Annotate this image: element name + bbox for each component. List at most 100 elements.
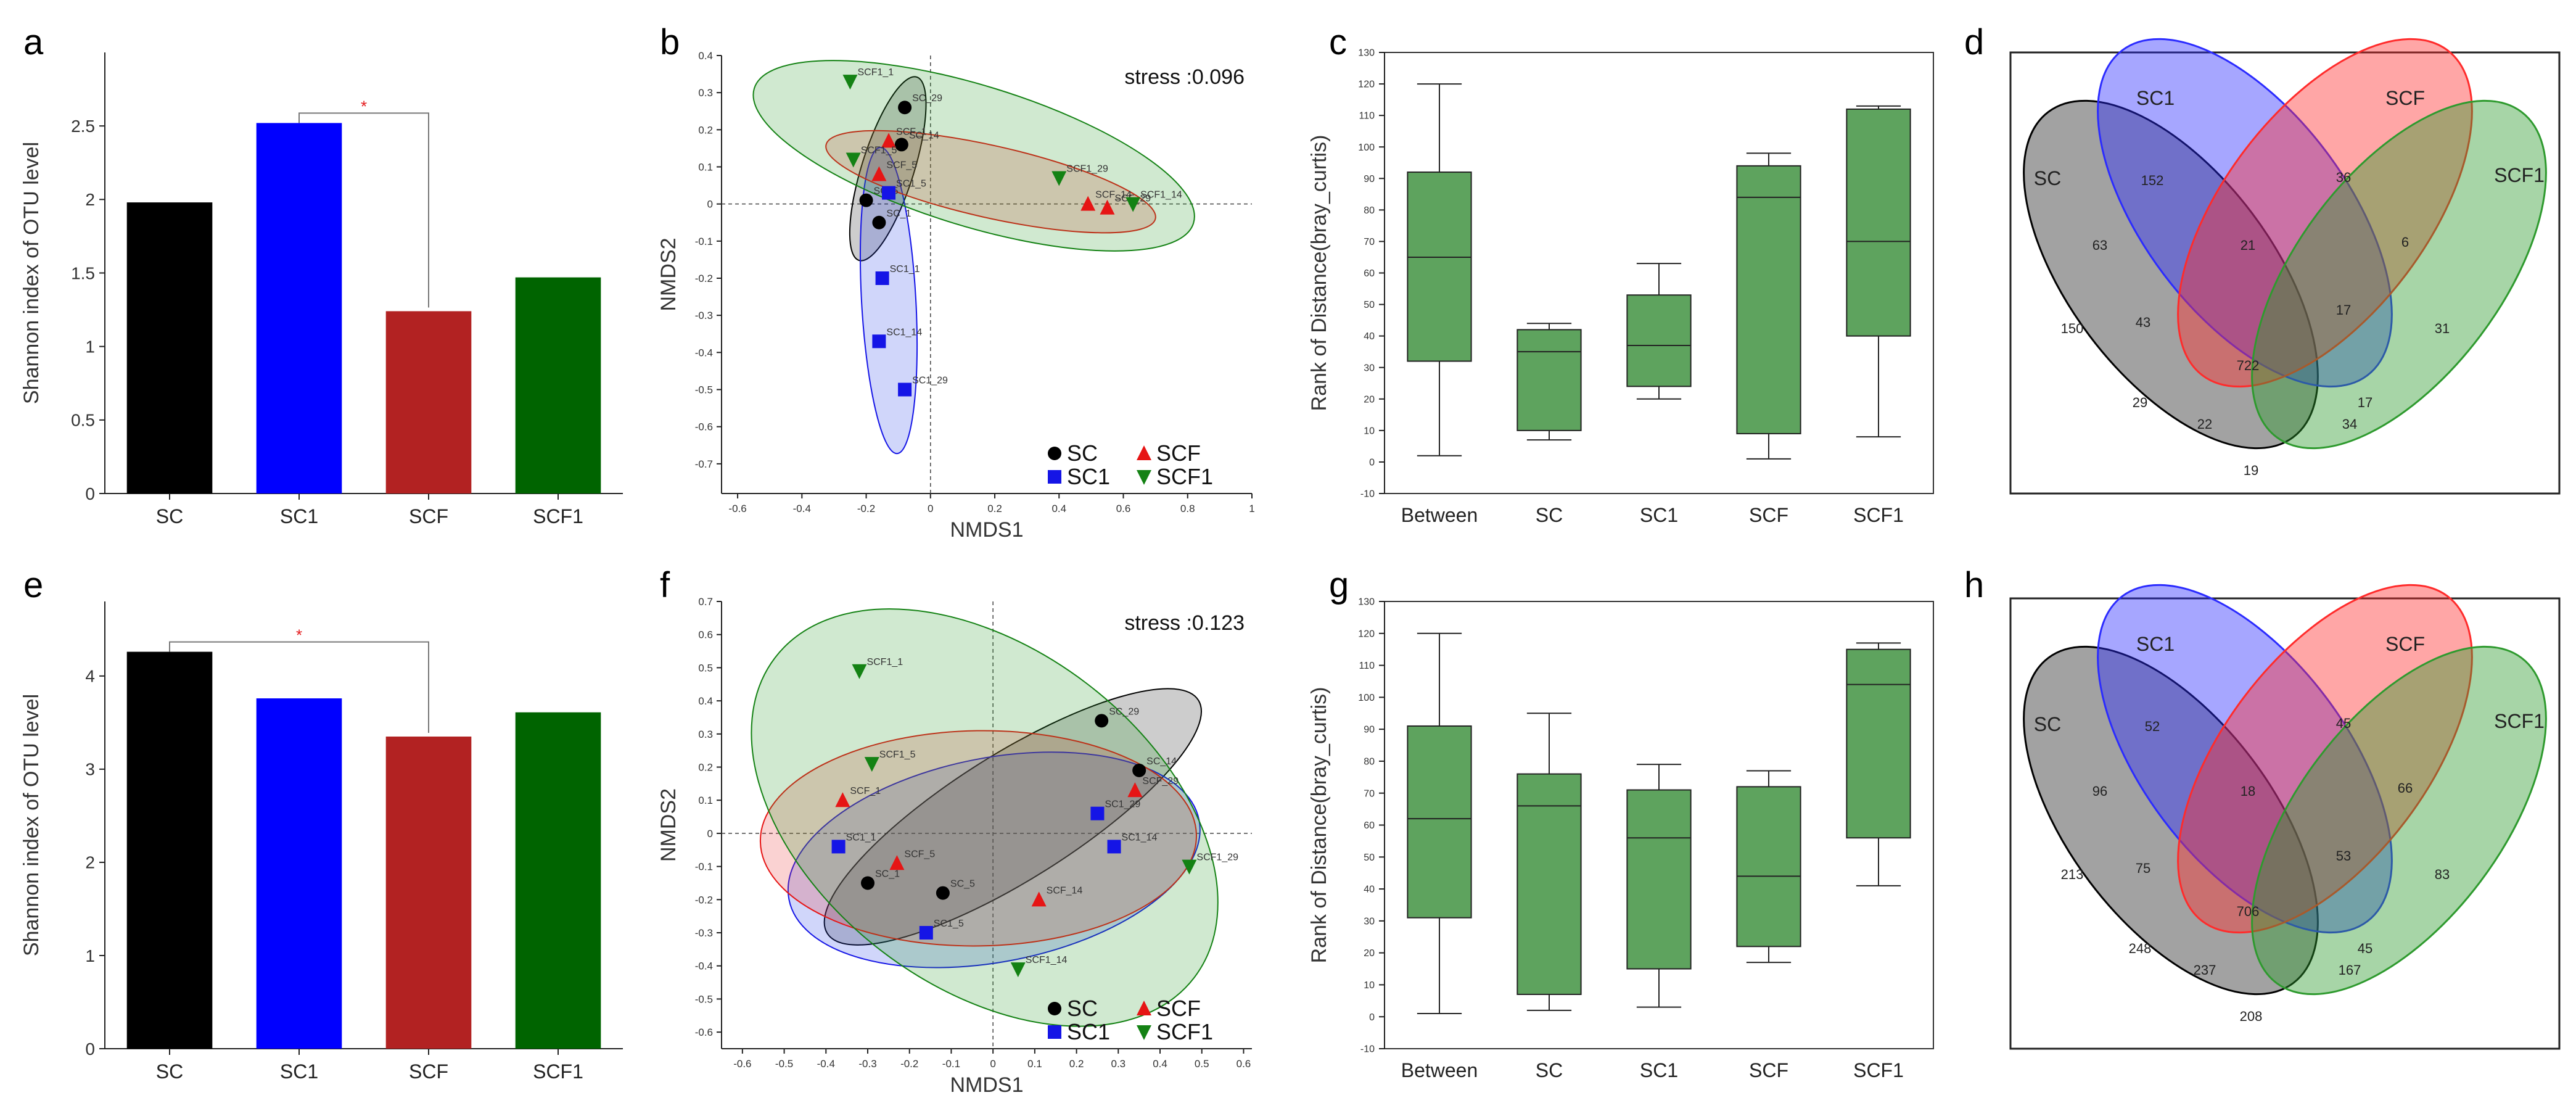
panel-c-box-plot: -10 0 10 20 30 40 50 60 70 80 90 100 110 120 130 Rank o… <box>1307 48 1934 526</box>
x-tick-label: SC1 <box>1640 1059 1678 1081</box>
venn-set-label-scf: SCF <box>2385 87 2425 109</box>
point-sc-1 <box>872 215 886 229</box>
x-tick-label: -0.4 <box>793 503 811 514</box>
y-axis-label: Shannon index of OTU level <box>20 694 43 956</box>
x-tick-label: 0.2 <box>987 503 1002 514</box>
venn-set-sc1 <box>2097 38 2393 388</box>
y-axis-label: NMDS2 <box>657 788 680 862</box>
legend-marker-scf <box>1137 1001 1151 1015</box>
box-sc1 <box>1626 789 1692 970</box>
x-tick-label: SC <box>156 505 183 527</box>
point-label: SCF1_14 <box>1140 190 1182 200</box>
bar-scf1 <box>515 712 601 1049</box>
y-tick-label: 20 <box>1364 948 1375 959</box>
legend-label-sc1: SC1 <box>1067 464 1110 489</box>
y-tick-label: 0.2 <box>698 762 713 774</box>
x-tick-label: 0.6 <box>1237 1058 1251 1070</box>
point-label: SCF1_1 <box>857 67 894 78</box>
point-scf1-29 <box>1182 859 1197 875</box>
box-between <box>1407 171 1472 362</box>
panel-letter-c: c <box>1329 22 1347 62</box>
venn-set-label-scf1: SCF1 <box>2494 164 2545 186</box>
y-tick-label: 130 <box>1358 597 1375 608</box>
venn-region-count: 45 <box>2358 941 2372 956</box>
venn-set-scf <box>2177 584 2473 934</box>
y-tick-label: 30 <box>1364 363 1375 373</box>
point-scf-29 <box>1127 782 1143 798</box>
box-scf <box>1736 165 1801 434</box>
venn-region-count: 96 <box>2092 783 2107 799</box>
point-sc1-14 <box>872 334 886 349</box>
point-sc-14 <box>1132 763 1146 777</box>
y-tick-label: 0.4 <box>698 50 713 62</box>
y-tick-label: 50 <box>1364 853 1375 863</box>
venn-region-count: 152 <box>2141 173 2164 188</box>
venn-set-label-sc1: SC1 <box>2136 87 2175 109</box>
y-tick-label: -0.5 <box>695 384 713 396</box>
confidence-ellipse-sc <box>849 76 927 262</box>
point-label: SC1_5 <box>896 179 926 189</box>
legend-label-scf: SCF <box>1156 440 1201 466</box>
point-scf1-1 <box>842 75 858 90</box>
panel-b-nmds-plot: -0.7 -0.6 -0.5 -0.4 -0.3 -0.2 -0.1 0 0.1 0.2 0.3 0.… <box>657 50 1255 542</box>
y-tick-label: 4 <box>85 667 95 686</box>
point-label: SCF_1 <box>850 786 881 796</box>
box-sc <box>1516 329 1582 431</box>
point-scf-29 <box>1100 199 1115 215</box>
y-tick-label: -0.6 <box>695 1026 713 1038</box>
y-tick-label: 50 <box>1364 300 1375 310</box>
x-tick-label: -0.4 <box>817 1058 835 1070</box>
y-tick-label: 90 <box>1364 174 1375 184</box>
x-axis-label: NMDS1 <box>950 518 1023 542</box>
point-label: SCF1_5 <box>861 145 897 155</box>
point-label: SC_5 <box>950 879 975 890</box>
point-label: SC_14 <box>909 130 939 141</box>
point-label: SCF1_29 <box>1066 164 1108 175</box>
point-sc1-1 <box>875 271 889 286</box>
point-scf1-29 <box>1051 171 1067 186</box>
significance-star: * <box>361 97 367 115</box>
panel-letter-f: f <box>660 565 670 605</box>
y-tick-label: -0.6 <box>695 421 713 433</box>
venn-region-count: 167 <box>2339 962 2361 978</box>
confidence-ellipse-scf <box>825 130 1156 234</box>
point-label: SC_1 <box>875 869 900 879</box>
venn-region-count: 36 <box>2336 170 2351 185</box>
y-tick-label: 10 <box>1364 980 1375 991</box>
legend-marker-sc <box>1048 1002 1061 1015</box>
y-tick-label: 120 <box>1358 629 1375 639</box>
y-axis-label: Rank of Distance(bray_curtis) <box>1307 135 1331 411</box>
y-tick-label: -0.1 <box>695 236 713 247</box>
legend-marker-sc1 <box>1048 470 1061 484</box>
x-tick-label: SC <box>156 1060 183 1083</box>
box-scf1 <box>1846 648 1911 839</box>
box-sc1 <box>1626 294 1692 387</box>
point-sc-14 <box>894 138 908 152</box>
significance-star: * <box>296 626 302 645</box>
x-tick-label: SCF1 <box>1853 504 1904 526</box>
point-label: SCF_29 <box>1142 776 1179 787</box>
y-tick-label: 0.3 <box>698 729 713 740</box>
y-tick-label: 0 <box>1369 1012 1375 1023</box>
panel-a-bar-chart: 0 0.5 1 1.5 2 2.5 Shannon index of OTU level SC… <box>20 52 623 527</box>
point-scf1-1 <box>852 664 867 679</box>
y-tick-label: 130 <box>1358 48 1375 59</box>
y-tick-label: 60 <box>1364 820 1375 831</box>
point-scf1-5 <box>864 757 879 772</box>
y-tick-label: 0.2 <box>698 124 713 136</box>
bar-scf <box>385 311 472 494</box>
x-tick-label: 0.5 <box>1195 1058 1209 1070</box>
y-tick-label: -0.1 <box>695 861 713 873</box>
point-sc1-5 <box>919 926 933 940</box>
x-tick-label: SC <box>1536 1059 1563 1081</box>
x-tick-label: 1 <box>1249 503 1254 514</box>
y-tick-label: 80 <box>1364 205 1375 216</box>
box-sc <box>1516 773 1582 995</box>
venn-region-count: 17 <box>2358 395 2372 410</box>
venn-set-scf <box>2177 38 2473 388</box>
panel-e-bar-chart: 0 1 2 3 4 Shannon index of OTU level SC SC1 SCF S… <box>20 601 623 1083</box>
y-tick-label: 3 <box>85 760 95 779</box>
point-sc1-14 <box>1107 840 1121 854</box>
venn-frame <box>2009 597 2561 1050</box>
venn-region-count: 52 <box>2145 719 2160 734</box>
